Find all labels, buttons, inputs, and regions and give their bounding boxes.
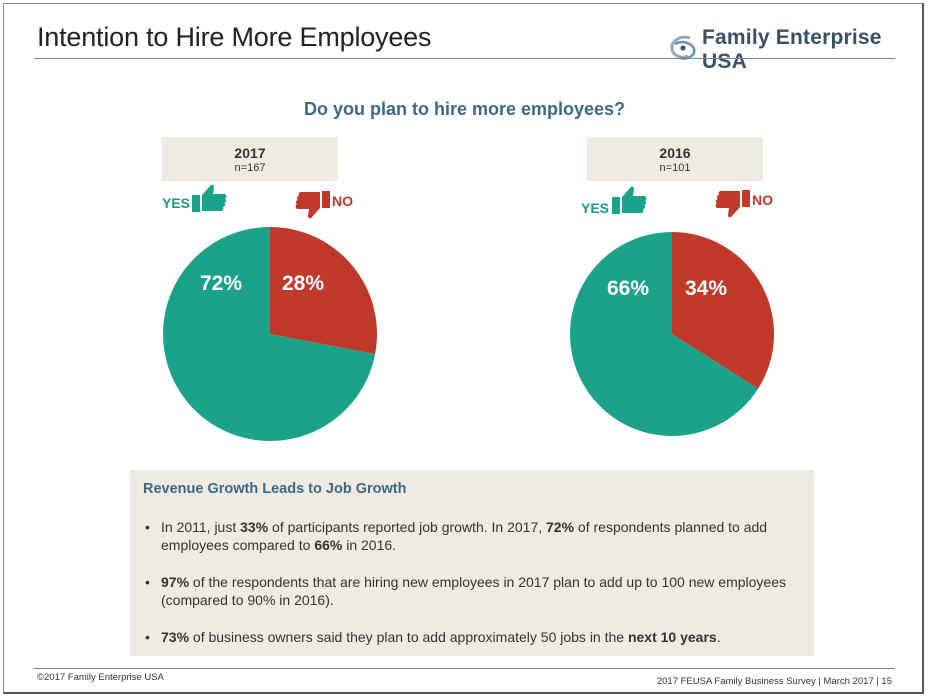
bullet-highlight: next 10 years xyxy=(627,629,717,645)
pie-chart-2016 xyxy=(570,232,774,436)
slide-title: Intention to Hire More Employees xyxy=(37,22,432,52)
info-panel: Revenue Growth Leads to Job Growth In 20… xyxy=(130,470,814,656)
bullet-text: of respondents planned to add employees … xyxy=(161,519,768,553)
bullet-highlight: 72% xyxy=(546,519,575,535)
bullet-text: In 2011, just xyxy=(161,519,241,535)
footer-divider xyxy=(34,668,895,669)
yes-label-2017: YES xyxy=(162,195,191,211)
footer-source: 2017 FEUSA Family Business Survey | Marc… xyxy=(656,676,892,687)
chart-2017-sample-size: n=167 xyxy=(234,162,266,174)
no-label-2017: NO xyxy=(332,193,353,209)
yes-label-2016: YES xyxy=(581,200,610,216)
bullet-text: of business owners said they plan to add… xyxy=(189,629,628,645)
bullet-text: of participants reported job growth. In … xyxy=(268,519,547,535)
pie-slice-no xyxy=(270,227,377,355)
year-box-2016: 2016 n=101 xyxy=(587,137,763,181)
bullet-text: of the respondents that are hiring new e… xyxy=(161,574,786,608)
chart-2017-title: 2017 xyxy=(234,145,266,161)
bullet-list: In 2011, just 33% of participants report… xyxy=(143,518,803,665)
pie-slice-yes xyxy=(162,227,376,441)
bullet-highlight: 97% xyxy=(161,574,190,590)
thumbs-down-icon xyxy=(294,189,332,228)
bullet-highlight: 66% xyxy=(314,537,343,553)
yes-percent-2017: 72% xyxy=(200,272,243,295)
logo: Family Enterprise USA xyxy=(668,26,922,74)
bullet-highlight: 33% xyxy=(240,519,269,535)
year-box-2017: 2017 n=167 xyxy=(162,137,338,181)
footer-copyright: ©2017 Family Enterprise USA xyxy=(37,672,164,683)
bullet-item: In 2011, just 33% of participants report… xyxy=(143,518,803,554)
no-percent-2017: 28% xyxy=(282,272,325,295)
slide: Intention to Hire More Employees Family … xyxy=(3,3,924,694)
bullet-text: in 2016. xyxy=(342,537,397,553)
bullet-highlight: 73% xyxy=(161,629,190,645)
chart-2016-title: 2016 xyxy=(659,145,691,161)
logo-swirl-icon xyxy=(668,35,698,66)
yes-percent-2016: 66% xyxy=(607,277,650,300)
survey-question: Do you plan to hire more employees? xyxy=(303,99,626,119)
bullet-item: 97% of the respondents that are hiring n… xyxy=(143,573,803,609)
pie-chart-2017 xyxy=(162,227,377,441)
thumbs-up-icon xyxy=(610,184,648,221)
no-percent-2016: 34% xyxy=(685,277,728,300)
header-divider xyxy=(34,58,895,59)
pie-slice-yes xyxy=(570,232,759,436)
logo-text: Family Enterprise USA xyxy=(702,26,882,73)
bullet-item: 73% of business owners said they plan to… xyxy=(143,628,803,646)
chart-2016-sample-size: n=101 xyxy=(659,162,691,174)
thumbs-up-icon xyxy=(190,182,228,219)
thumbs-down-icon xyxy=(714,188,752,227)
pie-slice-no xyxy=(672,232,774,389)
info-panel-title: Revenue Growth Leads to Job Growth xyxy=(143,481,407,497)
no-label-2016: NO xyxy=(752,192,773,208)
